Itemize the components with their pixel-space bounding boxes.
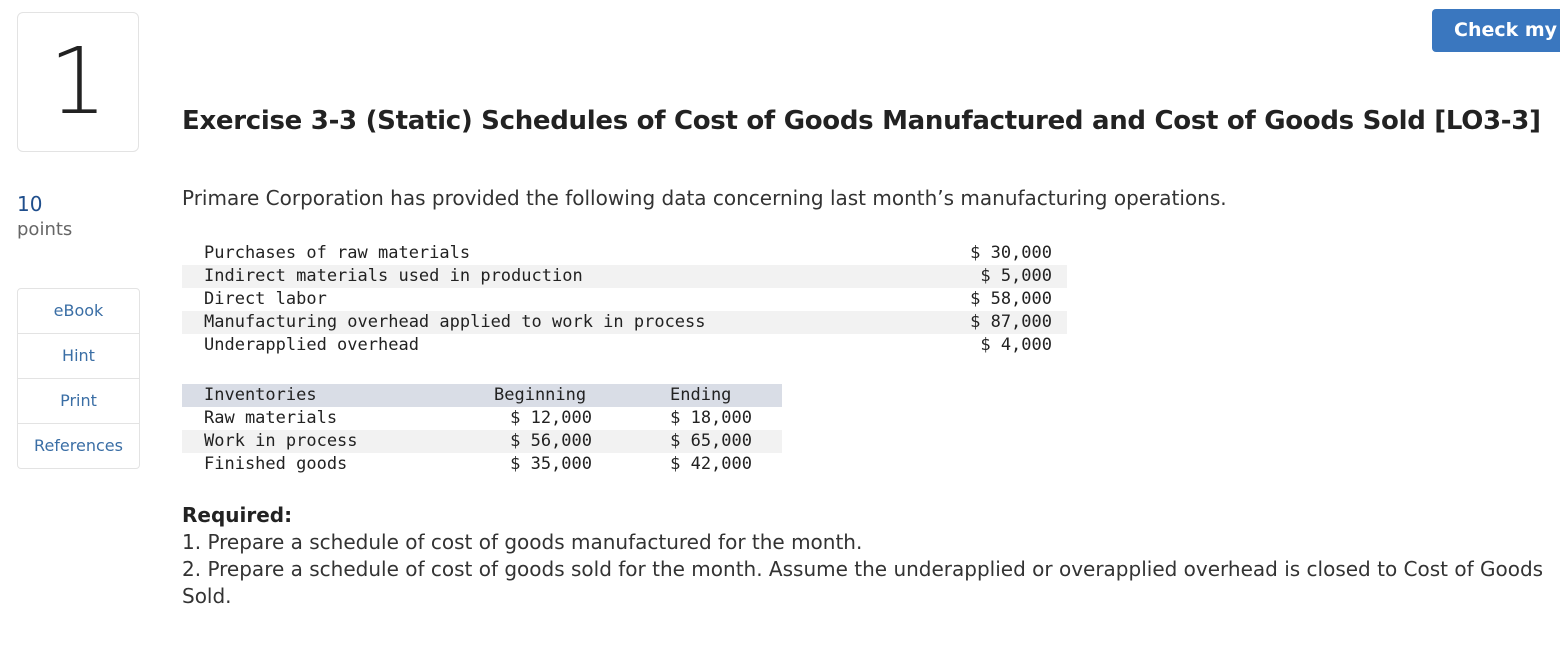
inventory-ending: $ 18,000 — [670, 408, 752, 428]
sidebar-link[interactable]: Print — [18, 379, 139, 424]
sidebar: eBook Hint Print References — [17, 288, 140, 469]
cost-value: $ 4,000 — [980, 335, 1052, 355]
cost-row: Underapplied overhead $ 4,000 — [182, 334, 1067, 357]
header-cell: Inventories — [204, 385, 317, 405]
sidebar-link[interactable]: eBook — [18, 289, 139, 334]
title: Exercise 3-3 (Static) Schedules of Cost … — [182, 106, 1541, 136]
cost-row: Manufacturing overhead applied to work i… — [182, 311, 1067, 334]
cost-label: Purchases of raw materials — [204, 243, 471, 263]
required-item: 1. Prepare a schedule of cost of goods m… — [182, 530, 863, 554]
check-button[interactable]: Check my work — [1432, 9, 1560, 52]
required-heading: Required: — [182, 503, 293, 527]
required-items: 1. Prepare a schedule of cost of goods m… — [182, 529, 1552, 610]
cost-row: Purchases of raw materials $ 30,000 — [182, 242, 1067, 265]
header-cell: Ending — [670, 385, 732, 405]
inventories-header: Inventories Beginning Ending — [182, 384, 782, 407]
cost-label: Direct labor — [204, 289, 327, 309]
points-label: points — [17, 219, 73, 240]
cost-value: $ 58,000 — [970, 289, 1052, 309]
inventory-label: Work in process — [204, 431, 358, 451]
cost-label: Manufacturing overhead applied to work i… — [204, 312, 706, 332]
sidebar-link[interactable]: References — [34, 436, 123, 455]
inventory-beginning: $ 56,000 — [510, 431, 592, 451]
inventory-beginning: $ 12,000 — [510, 408, 592, 428]
cost-value: $ 30,000 — [970, 243, 1052, 263]
required: Required: 1. Prepare a schedule of cost … — [182, 502, 1552, 610]
points: 10 — [17, 192, 43, 216]
required-item: 2. Prepare a schedule of cost of goods s… — [182, 557, 1544, 608]
cost-value: $ 5,000 — [980, 266, 1052, 286]
sidebar-link[interactable]: Hint — [18, 334, 139, 379]
inventory-row: Finished goods $ 35,000 $ 42,000 — [182, 453, 782, 476]
inventory-ending: $ 42,000 — [670, 454, 752, 474]
inventory-label: Raw materials — [204, 408, 338, 428]
intro: Primare Corporation has provided the fol… — [182, 186, 1227, 210]
inventory-beginning: $ 35,000 — [510, 454, 592, 474]
inventory-row: Work in process $ 56,000 $ 65,000 — [182, 430, 782, 453]
cost-row: Direct labor $ 58,000 — [182, 288, 1067, 311]
cost-value: $ 87,000 — [970, 312, 1052, 332]
button-wrap: Check my work — [1432, 9, 1560, 52]
cost-row: Indirect materials used in production $ 5… — [182, 265, 1067, 288]
inventory-ending: $ 65,000 — [670, 431, 752, 451]
cost-label: Indirect materials used in production — [204, 266, 583, 286]
cost-label: Underapplied overhead — [204, 335, 419, 355]
question-number: 1 — [17, 12, 139, 152]
header-cell: Beginning — [494, 385, 587, 405]
inventory-row: Raw materials $ 12,000 $ 18,000 — [182, 407, 782, 430]
inventory-label: Finished goods — [204, 454, 348, 474]
